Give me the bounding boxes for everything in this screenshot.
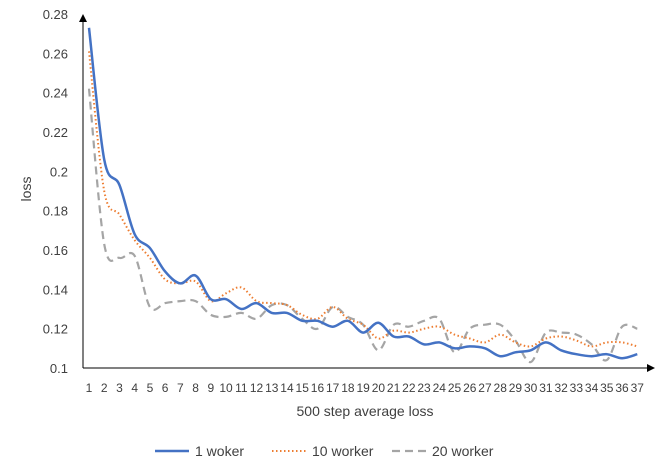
y-tick-label: 0.12 [43,322,68,337]
legend-label: 10 worker [312,443,374,459]
y-tick-label: 0.2 [50,164,68,179]
x-tick-label: 21 [387,381,401,395]
legend-label: 20 worker [432,443,494,459]
y-tick-label: 0.14 [43,282,68,297]
x-tick-label: 2 [101,381,108,395]
y-tick-label: 0.16 [43,243,68,258]
x-axis-arrow [647,364,655,372]
x-tick-label: 7 [177,381,184,395]
x-tick-label: 11 [235,381,248,395]
x-tick-label: 13 [265,381,279,395]
x-tick-label: 12 [250,381,264,395]
x-tick-label: 10 [219,381,233,395]
x-axis-ticks: 1 2 3 4 5 6 7 8 9 10 11 12 13 14 15 16 17 18 19 20 21 22 23 24 2… [86,381,645,395]
legend-label: 1 woker [195,443,244,459]
x-tick-label: 6 [162,381,169,395]
y-axis-arrow [79,14,87,22]
x-tick-label: 26 [463,381,477,395]
x-tick-label: 4 [131,381,138,395]
x-tick-label: 24 [433,381,447,395]
x-tick-label: 23 [417,381,431,395]
x-tick-label: 25 [448,381,462,395]
y-tick-label: 0.18 [43,204,68,219]
y-tick-label: 0.22 [43,125,68,140]
x-axis-title: 500 step average loss [297,403,434,419]
x-tick-label: 16 [311,381,325,395]
x-tick-label: 14 [280,381,294,395]
legend: 1 woker 10 worker 20 worker [155,443,494,459]
x-tick-label: 20 [372,381,386,395]
x-tick-label: 27 [478,381,492,395]
x-tick-label: 5 [147,381,154,395]
x-tick-label: 3 [116,381,123,395]
series-line-10-worker [88,51,638,348]
x-tick-label: 33 [570,381,584,395]
x-tick-label: 1 [86,381,93,395]
x-tick-label: 35 [600,381,614,395]
x-tick-label: 30 [524,381,538,395]
x-tick-label: 15 [296,381,310,395]
x-tick-label: 28 [494,381,508,395]
x-tick-label: 31 [539,381,553,395]
x-tick-label: 37 [631,381,645,395]
x-tick-label: 29 [509,381,523,395]
y-tick-label: 0.1 [50,361,68,376]
series-line-20-worker [87,88,638,364]
x-tick-label: 9 [207,381,214,395]
x-tick-label: 22 [402,381,416,395]
x-tick-label: 36 [615,381,629,395]
y-axis-ticks: 0.1 0.12 0.14 0.16 0.18 0.2 0.22 0.24 0.26 0.28 [43,7,68,376]
x-tick-label: 19 [356,381,370,395]
y-tick-label: 0.24 [43,86,68,101]
series-line-1-woker [87,27,638,360]
y-axis-title: loss [18,177,34,202]
x-tick-label: 17 [326,381,340,395]
x-tick-label: 32 [554,381,568,395]
y-tick-label: 0.28 [43,7,68,22]
y-tick-label: 0.26 [43,46,68,61]
x-tick-label: 18 [341,381,355,395]
x-tick-label: 34 [585,381,599,395]
series-layer [87,27,638,364]
x-tick-label: 8 [192,381,199,395]
